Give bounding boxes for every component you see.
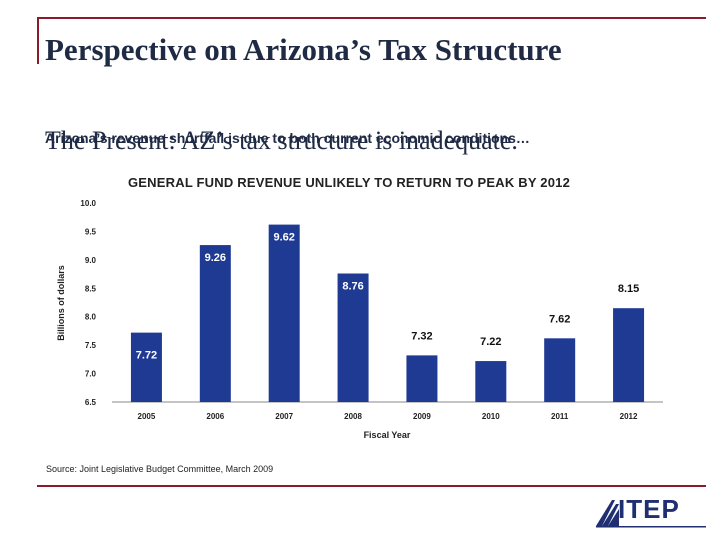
- bar-value-label: 8.15: [618, 283, 639, 295]
- bar-2010: [475, 361, 506, 402]
- x-tick-label: 2009: [413, 412, 431, 421]
- logo-text: ITEP: [618, 494, 680, 525]
- bar-value-label: 8.76: [342, 281, 363, 293]
- x-tick-label: 2007: [275, 412, 293, 421]
- bar-value-label: 9.26: [205, 252, 226, 264]
- y-tick-label: 6.5: [85, 398, 97, 407]
- x-tick-label: 2012: [620, 412, 638, 421]
- source-note: Source: Joint Legislative Budget Committ…: [46, 464, 273, 474]
- x-tick-label: 2008: [344, 412, 362, 421]
- revenue-bar-chart: 6.5 7.0 7.5 8.0 8.5 9.0 9.5 10.0 Billions of dol…: [0, 0, 720, 540]
- bar-value-label: 7.72: [136, 350, 157, 362]
- x-axis-label: Fiscal Year: [364, 430, 411, 440]
- bar-2007: [269, 225, 300, 402]
- bar-value-label: 7.62: [549, 313, 570, 325]
- bar-2009: [406, 355, 437, 402]
- logo-mark-icon: [596, 500, 619, 526]
- y-tick-label: 9.0: [85, 256, 97, 265]
- x-tick-label: 2005: [138, 412, 156, 421]
- bar-value-label: 9.62: [273, 232, 294, 244]
- x-tick-label: 2010: [482, 412, 500, 421]
- y-axis-label: Billions of dollars: [56, 265, 66, 341]
- y-tick-label: 8.0: [85, 313, 97, 322]
- y-tick-label: 8.5: [85, 284, 97, 293]
- bar-2005: [131, 333, 162, 402]
- bar-2006: [200, 245, 231, 402]
- x-tick-label: 2011: [551, 412, 569, 421]
- y-tick-label: 10.0: [80, 199, 96, 208]
- bottom-rule: [37, 485, 706, 487]
- y-tick-label: 9.5: [85, 227, 97, 236]
- bar-2008: [338, 274, 369, 402]
- bar-value-label: 7.22: [480, 336, 501, 348]
- bar-2011: [544, 338, 575, 402]
- bar-value-label: 7.32: [411, 330, 432, 342]
- bar-2012: [613, 308, 644, 402]
- y-tick-label: 7.5: [85, 341, 97, 350]
- x-tick-label: 2006: [206, 412, 224, 421]
- y-tick-label: 7.0: [85, 370, 97, 379]
